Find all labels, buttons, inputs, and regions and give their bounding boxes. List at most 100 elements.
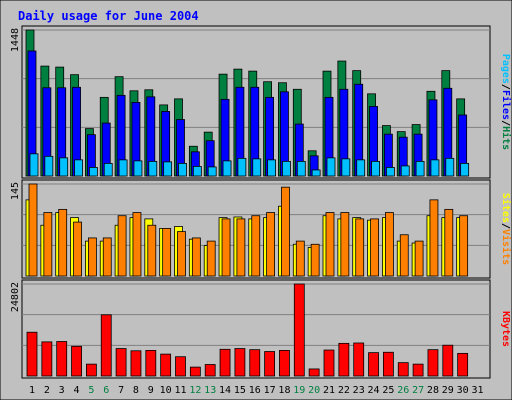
day-label: 30 [457,385,469,396]
kbytes-bar [234,348,246,377]
visits-bar [43,212,53,277]
legend-hits: Hits [500,126,512,150]
day-label: 13 [204,385,216,396]
kbytes-bar [293,283,305,377]
pages-bar [118,159,128,177]
kbytes-bar [308,368,320,377]
pages-bar [133,160,143,177]
hits-legend: Pages/Files/Hits [500,54,512,150]
day-label: 31 [471,385,483,396]
day-label: 18 [278,385,290,396]
pages-bar [282,160,291,177]
kbytes-bar [115,348,127,377]
visits-bar [102,237,112,277]
pages-bar [415,160,425,177]
legend-sites: Sites [500,193,512,223]
visits-bar [58,208,68,277]
legend-sep-2: / [500,120,511,126]
kbytes-y-max-label: 24802 [10,282,21,312]
day-label: 4 [74,385,80,396]
visits-bar [370,218,379,277]
visits-bar [191,237,201,277]
day-label: 5 [88,385,94,396]
visits-bar [221,218,231,277]
pages-bar [385,167,395,177]
day-label: 21 [323,385,335,396]
pages-bar [371,160,380,177]
kbytes-bar [175,356,186,377]
day-label: 3 [59,385,65,396]
kbytes-bar [368,352,379,377]
visits-bar [28,183,38,277]
pages-bar [400,165,410,177]
day-label: 20 [308,385,320,396]
kbytes-bar [264,351,276,377]
kbytes-bar [26,331,38,377]
visits-legend: Sites/Visits [500,193,512,265]
kbytes-bar [442,344,454,377]
visits-bar [444,208,454,277]
kbytes-bar [249,349,261,377]
kbytes-bar [323,349,335,377]
kbytes-bar [86,363,97,377]
day-label: 14 [219,385,231,396]
pages-bar [356,159,366,177]
day-label: 15 [234,385,246,396]
visits-bar [281,186,290,277]
day-label: 22 [338,385,350,396]
visits-bar [429,199,439,277]
pages-bar [222,160,232,177]
visits-bar [459,215,469,277]
visits-bar [325,212,335,277]
visits-bar [310,243,320,277]
day-label: 12 [189,385,201,396]
day-label: 6 [103,385,109,396]
visits-bar [162,228,172,277]
day-label: 9 [148,385,154,396]
day-label: 19 [293,385,305,396]
visits-bar [295,240,305,277]
hits-y-max-label: 1448 [10,28,21,52]
kbytes-bar [427,349,439,377]
visits-bar [340,212,350,277]
kbytes-bar [100,314,112,377]
visits-bar [414,240,424,277]
day-labels: 1 2 3 4 5 6 7 8 9 10 11 12 13 14 15 16 17 18 19 20 21 22 23 24 2… [29,385,484,396]
pages-bar [148,160,158,177]
legend-files: Files [500,90,512,120]
legend-pages: Pages [500,54,511,84]
legend-sep-1: / [500,84,511,90]
pages-bar [207,166,217,177]
kbytes-bar [457,352,469,377]
visits-bar [132,212,142,277]
day-label: 25 [382,385,394,396]
pages-bar [296,160,306,177]
kbytes-bar [204,364,216,377]
kbytes-bar [71,345,82,377]
day-label: 7 [118,385,124,396]
kbytes-bar [353,342,365,377]
kbytes-legend: KBytes [500,311,511,347]
visits-bar [384,212,394,277]
day-label: 1 [29,385,35,396]
day-label: 29 [442,385,454,396]
day-label: 26 [397,385,409,396]
visits-bar [355,218,365,277]
day-label: 17 [264,385,276,396]
pages-bar [326,157,336,177]
chart-bars [25,29,470,377]
kbytes-bar [279,350,290,377]
kbytes-bar [382,351,394,377]
pages-bar [267,159,277,177]
day-label: 8 [133,385,139,396]
day-label: 2 [44,385,50,396]
visits-bar [399,234,409,277]
pages-bar [341,158,351,177]
pages-bar [178,162,187,177]
legend-kbytes: KBytes [500,311,511,347]
kbytes-bar [219,348,231,377]
day-label: 23 [353,385,365,396]
visits-bar [236,218,246,277]
pages-bar [237,157,247,177]
